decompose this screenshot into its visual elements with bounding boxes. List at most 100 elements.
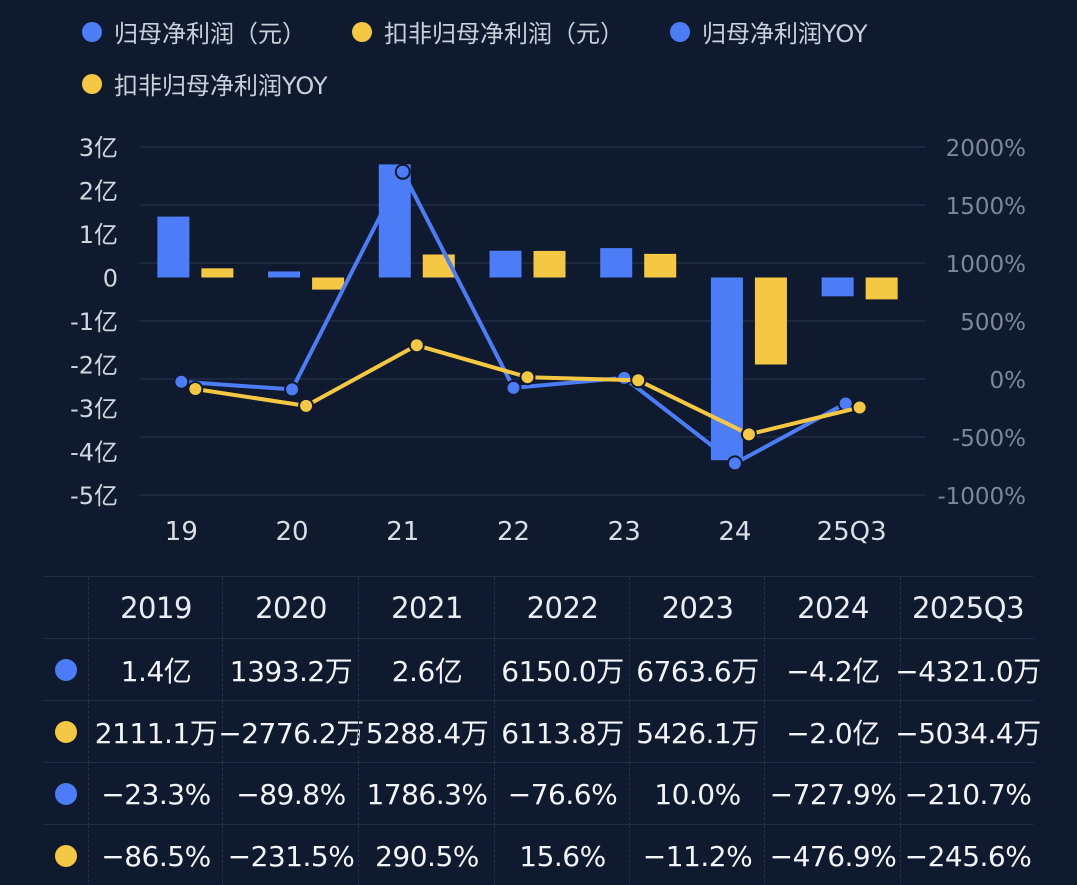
table-cell: −210.7% <box>900 763 1035 825</box>
line-net-profit-yoy <box>181 169 847 466</box>
legend-dot-yellow-icon <box>82 73 102 94</box>
table-cell: 5426.1万 <box>629 701 765 763</box>
table-cell: 6113.8万 <box>494 701 630 763</box>
left-axis-tick: -3亿 <box>70 395 118 423</box>
table-cell: 6763.6万 <box>629 639 765 701</box>
x-axis-tick: 19 <box>165 517 198 547</box>
x-axis-tick: 23 <box>608 517 641 547</box>
table-cell: −11.2% <box>629 825 765 885</box>
table-header-cell: 2024 <box>764 577 901 639</box>
legend-label: 扣非归母净利润（元） <box>384 20 624 48</box>
point-net-profit-yoy-21 <box>394 163 411 180</box>
bar-deducted-net-profit-23 <box>644 253 677 278</box>
bar-deducted-net-profit-24 <box>754 277 787 365</box>
table-row: −86.5% −231.5% 290.5% 15.6% −11.2% −476.9% −24… <box>44 824 1034 885</box>
table-header-row: 2019 2020 2021 2022 2023 2024 2025Q3 <box>44 576 1034 639</box>
point-deducted-net-profit-yoy-21 <box>408 337 425 354</box>
data-table: 2019 2020 2021 2022 2023 2024 2025Q3 1.4亿 1393.… <box>44 576 1041 885</box>
table-cell: 2.6亿 <box>358 639 495 701</box>
table-cell: 290.5% <box>358 825 495 885</box>
x-axis-tick: 25Q3 <box>817 517 887 547</box>
x-axis-tick: 20 <box>276 517 309 547</box>
table-cell: 1.4亿 <box>88 639 223 701</box>
point-deducted-net-profit-yoy-24 <box>740 426 757 443</box>
table-header-cell: 2023 <box>629 577 765 639</box>
legend-item-deducted-net-profit-yoy[interactable]: 扣非归母净利润YOY <box>82 66 328 101</box>
combo-chart: 3亿 2亿 1亿 0 -1亿 -2亿 -3亿 -4亿 -5亿 2000% 1500% 1000% 50… <box>70 134 1027 547</box>
table-header-cell: 2021 <box>358 577 495 639</box>
legend-dot-yellow-icon <box>352 21 372 42</box>
left-axis-tick: -5亿 <box>70 482 118 510</box>
point-deducted-net-profit-yoy-20 <box>298 397 315 414</box>
point-deducted-net-profit-yoy-25Q3 <box>851 399 868 416</box>
legend-label: 归母净利润YOY <box>702 20 868 48</box>
row-dot-icon <box>55 845 77 867</box>
row-legend-cell <box>44 825 88 885</box>
bar-net-profit-24 <box>710 277 743 461</box>
right-axis-tick: -1000% <box>937 484 1026 510</box>
table-cell: 1393.2万 <box>222 639 359 701</box>
legend-item-net-profit[interactable]: 归母净利润（元） <box>82 14 306 49</box>
point-net-profit-yoy-20 <box>284 381 301 398</box>
row-legend-cell <box>44 701 88 763</box>
left-axis-tick: 0 <box>103 265 118 293</box>
left-axis-tick: 2亿 <box>79 178 118 206</box>
legend-dot-blue-icon <box>670 21 690 42</box>
row-legend-cell <box>44 763 88 825</box>
table-cell: −76.6% <box>494 763 630 825</box>
table-row: 2111.1万 −2776.2万 5288.4万 6113.8万 5426.1万 −2.0… <box>44 700 1041 763</box>
point-net-profit-yoy-19 <box>173 373 190 390</box>
legend: 归母净利润（元） 扣非归母净利润（元） 归母净利润YOY 扣非归母净利润YOY <box>0 0 1077 120</box>
table-cell: 1786.3% <box>358 763 495 825</box>
table-cell: −476.9% <box>764 825 901 885</box>
row-dot-icon <box>55 783 77 805</box>
point-net-profit-yoy-22 <box>505 379 522 396</box>
table-header-cell: 2019 <box>88 577 223 639</box>
left-axis-tick: -2亿 <box>70 352 118 380</box>
right-axis-tick: 0% <box>990 368 1027 394</box>
legend-item-net-profit-yoy[interactable]: 归母净利润YOY <box>670 14 868 49</box>
legend-dot-blue-icon <box>82 21 102 42</box>
right-axis-tick: -500% <box>952 426 1026 452</box>
table-cell: −86.5% <box>88 825 223 885</box>
table-header-cell: 2022 <box>494 577 630 639</box>
point-deducted-net-profit-yoy-22 <box>519 369 536 386</box>
bar-deducted-net-profit-19 <box>201 268 234 278</box>
table-cell: −2.0亿 <box>764 701 901 763</box>
right-axis-tick: 500% <box>960 310 1026 336</box>
left-axis-tick: 1亿 <box>79 221 118 249</box>
bar-net-profit-19 <box>157 216 190 278</box>
row-legend-cell <box>44 639 88 701</box>
table-cell: −89.8% <box>222 763 359 825</box>
table-cell: 10.0% <box>629 763 765 825</box>
bar-net-profit-20 <box>268 271 301 278</box>
legend-label: 归母净利润（元） <box>114 20 306 48</box>
x-axis-tick: 22 <box>497 517 530 547</box>
right-axis-tick: 1500% <box>946 194 1026 220</box>
bar-net-profit-25Q3 <box>821 277 854 297</box>
table-cell: −231.5% <box>222 825 359 885</box>
table-header-cell: 2025Q3 <box>900 577 1035 639</box>
bar-deducted-net-profit-20 <box>312 277 345 290</box>
table-cell: −4321.0万 <box>895 639 1041 701</box>
table-cell: 5288.4万 <box>358 701 495 763</box>
legend-label: 扣非归母净利润YOY <box>114 72 328 100</box>
table-cell: −23.3% <box>88 763 223 825</box>
x-axis-tick: 24 <box>718 517 751 547</box>
legend-item-deducted-net-profit[interactable]: 扣非归母净利润（元） <box>352 14 624 49</box>
bar-deducted-net-profit-22 <box>533 250 566 278</box>
point-deducted-net-profit-yoy-19 <box>187 381 204 398</box>
table-cell: 2111.1万 <box>88 701 223 763</box>
left-axis-tick: 3亿 <box>79 134 118 162</box>
right-axis-tick: 1000% <box>946 252 1026 278</box>
x-axis-tick: 21 <box>386 517 419 547</box>
row-dot-icon <box>55 659 77 681</box>
right-axis-tick: 2000% <box>946 136 1026 162</box>
table-cell: −4.2亿 <box>764 639 901 701</box>
table-cell: −727.9% <box>764 763 901 825</box>
left-axis-tick: -1亿 <box>70 308 118 336</box>
bar-net-profit-22 <box>489 250 522 278</box>
row-dot-icon <box>55 721 77 743</box>
bar-deducted-net-profit-25Q3 <box>865 277 898 300</box>
